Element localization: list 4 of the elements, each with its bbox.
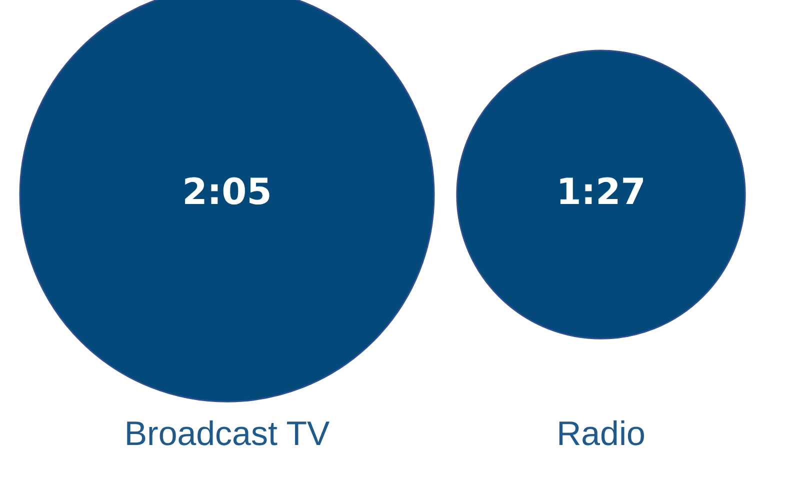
category-label: Radio: [556, 414, 646, 453]
data-label: 2:05: [182, 172, 272, 213]
category-label: Broadcast TV: [124, 414, 330, 453]
data-label: 1:27: [556, 172, 646, 213]
